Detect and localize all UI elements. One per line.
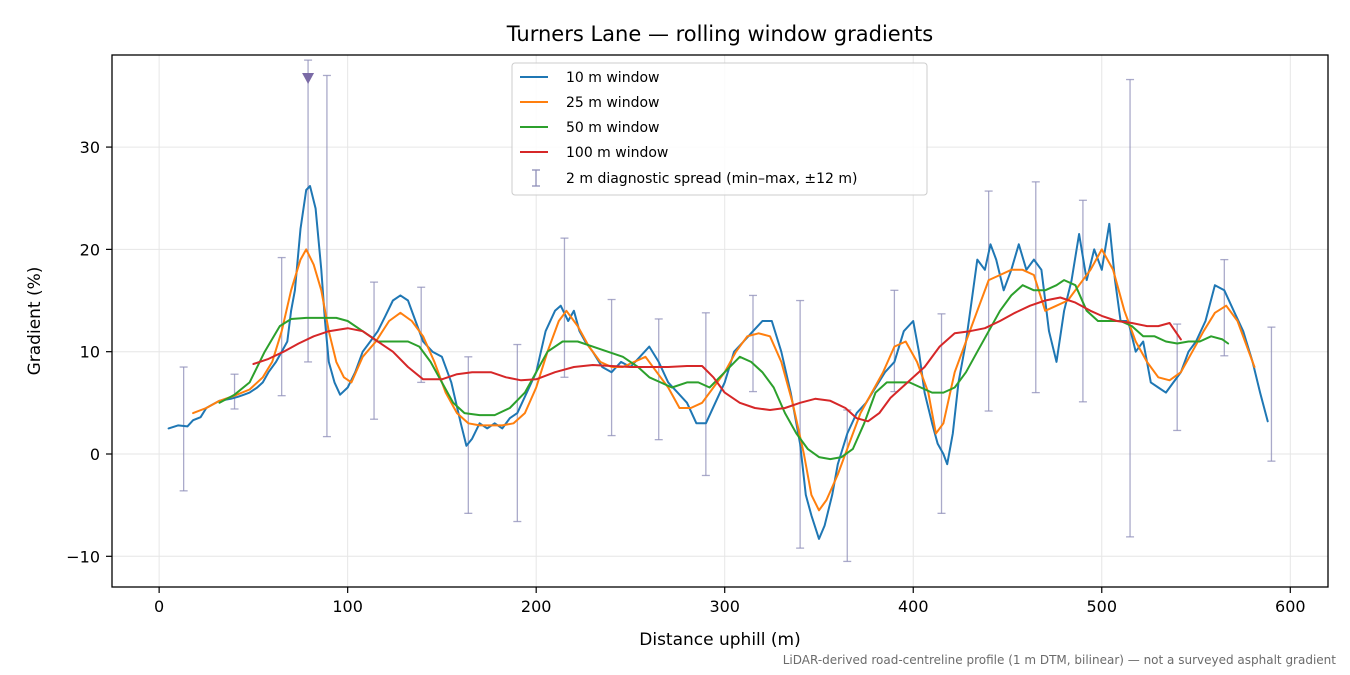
diagnostic-spread-bar (796, 299, 805, 549)
legend-box (511, 62, 928, 196)
legend-label-10m: 10 m window (566, 70, 659, 86)
legend-label-diagnostic: 2 m diagnostic spread (min–max, ±12 m) (566, 171, 857, 187)
diagnostic-spread-bar (654, 318, 663, 441)
diagnostic-spread-bar (230, 373, 239, 410)
x-tick-label: 200 (521, 597, 552, 616)
diagnostic-spread-bar (277, 256, 286, 397)
y-tick-label: 0 (90, 445, 100, 464)
y-tick-label: −10 (66, 547, 100, 566)
diagnostic-spread-bar (560, 237, 569, 378)
x-tick-label: 300 (709, 597, 740, 616)
legend-label-50m: 50 m window (566, 120, 659, 136)
series-line-1 (167, 185, 1269, 540)
x-tick-label: 100 (332, 597, 363, 616)
diagnostic-spread-bar (984, 190, 993, 412)
axis-ticks: 0 100 200 300 400 500 600 −10 0 10 20 30 (66, 138, 1305, 616)
x-axis-label: Distance uphill (m) (639, 630, 800, 650)
chart-title: Turners Lane — rolling window gradients (506, 22, 933, 46)
diagnostic-spread-bar (748, 294, 757, 393)
x-tick-label: 600 (1275, 597, 1306, 616)
legend-label-100m: 100 m window (566, 145, 668, 161)
legend-label-25m: 25 m window (566, 95, 659, 111)
diagnostic-spread-bar (322, 74, 331, 438)
diagnostic-spread-bar (464, 356, 473, 514)
footnote: LiDAR-derived road-centreline profile (1… (783, 653, 1337, 667)
x-tick-label: 0 (154, 597, 164, 616)
diagnostic-spread-bar (179, 366, 188, 492)
y-axis-label: Gradient (%) (25, 267, 45, 376)
diagnostic-spread-bar (370, 281, 379, 420)
y-tick-label: 10 (80, 343, 100, 362)
legend: 10 m window 25 m window 50 m window 100 … (511, 62, 928, 196)
diagnostic-spread-bar (1267, 326, 1276, 462)
y-tick-label: 30 (80, 138, 100, 157)
x-tick-label: 400 (898, 597, 929, 616)
x-tick-label: 500 (1086, 597, 1117, 616)
series-line-4 (252, 296, 1182, 423)
diagnostic-spread-bar (513, 343, 522, 523)
plot-frame (111, 54, 1329, 588)
series-lines (167, 185, 1269, 540)
series-line-3 (218, 279, 1230, 461)
clipped-max-marker (302, 73, 315, 84)
diagnostic-spread-bar (701, 312, 710, 477)
y-tick-label: 20 (80, 240, 100, 259)
diagnostic-spread-bar (1126, 78, 1135, 538)
diagnostic-spread-bar (1031, 181, 1040, 394)
diagnostic-spread-bar (304, 59, 313, 363)
legend-swatch-diagnostic (532, 169, 540, 187)
diagnostic-spread-bar (937, 313, 946, 514)
